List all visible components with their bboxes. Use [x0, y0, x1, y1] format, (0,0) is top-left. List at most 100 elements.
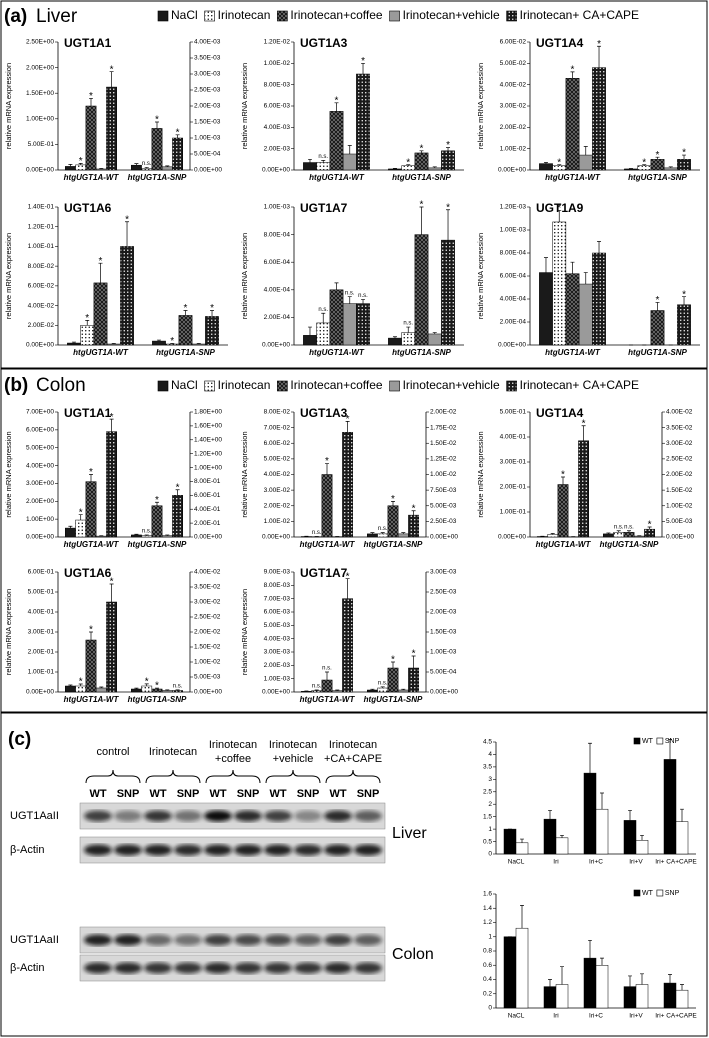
- error-bar: [432, 332, 437, 334]
- bar: [131, 534, 142, 538]
- error-bar: [668, 739, 672, 760]
- error-bar: [419, 206, 424, 235]
- blot-lane-label: WT: [89, 788, 106, 800]
- y2-tick-label: 2.50E-02: [194, 614, 221, 621]
- bar: [592, 252, 606, 346]
- bar: [603, 533, 614, 538]
- y-tick-label: 6.00E-04: [264, 259, 291, 266]
- significance-label: n.s.: [173, 683, 183, 689]
- bar: [565, 78, 580, 171]
- legend-swatch: [633, 737, 641, 745]
- x-category-label: htgUGT1A-WT: [64, 695, 120, 704]
- legend-label: SNP: [665, 890, 680, 897]
- y-tick-label: 0.00E+00: [498, 167, 526, 174]
- bar: [85, 105, 97, 171]
- significance-label: *: [155, 681, 159, 692]
- error-bar: [520, 838, 524, 843]
- error-bar: [314, 689, 319, 691]
- error-bar: [165, 689, 170, 691]
- blot-protein-label: β-Actin: [10, 962, 44, 974]
- y-tick-label: 1.6: [483, 891, 492, 898]
- error-bar: [325, 463, 329, 475]
- bar: [515, 842, 529, 855]
- y2-tick-label: 1.50E-02: [194, 644, 221, 651]
- error-bar: [325, 671, 329, 680]
- y-tick-label: 1.00E-03: [264, 204, 291, 211]
- bar: [583, 957, 597, 1009]
- x-category-label: htgUGT1A-WT: [545, 348, 601, 357]
- legend-label: WT: [642, 890, 654, 897]
- legend-swatch: [204, 10, 215, 22]
- y-tick-label: 0.8: [483, 948, 492, 955]
- y2-tick-label: 2.00E-02: [666, 471, 693, 478]
- significance-label: *: [682, 289, 686, 300]
- bar: [65, 166, 76, 171]
- error-bar: [155, 121, 159, 129]
- significance-label: n.s.: [322, 666, 332, 672]
- significance-label: *: [79, 677, 83, 688]
- legend-label: NaCl: [171, 378, 198, 392]
- error-bar: [144, 683, 149, 686]
- error-bar: [588, 939, 592, 959]
- blot-band: [204, 844, 232, 856]
- y-tick-label: 4.5: [483, 739, 492, 746]
- chart-title: UGT1A1: [64, 36, 112, 50]
- y2-tick-label: 3.50E-03: [194, 55, 221, 62]
- bar: [635, 984, 649, 1009]
- x-category-label: htgUGT1A-SNP: [628, 348, 687, 357]
- error-bar: [655, 302, 660, 311]
- y-tick-label: 0.2: [483, 990, 492, 997]
- y2-tick-label: 0.00E+00: [430, 534, 458, 541]
- x-category-label: htgUGT1A-WT: [300, 695, 356, 704]
- blot-band: [84, 810, 112, 822]
- bar: [503, 936, 517, 1009]
- significance-label: *: [110, 64, 114, 75]
- x-category-label: htgUGT1A-WT: [536, 540, 592, 549]
- blot-band: [174, 934, 202, 946]
- blot-band: [174, 962, 202, 974]
- error-bar: [68, 684, 73, 686]
- y2-tick-label: 2.00E-03: [430, 609, 457, 616]
- significance-label: *: [110, 577, 114, 588]
- y-tick-label: 1: [488, 826, 492, 833]
- blot-band: [174, 844, 202, 856]
- error-bar: [392, 168, 397, 169]
- blot-band: [234, 844, 262, 856]
- y2-tick-label: 2.00E-03: [194, 103, 221, 110]
- bar: [151, 128, 163, 171]
- blot-tissue-label: Liver: [392, 825, 427, 842]
- y-tick-label: 3.00E-02: [500, 103, 527, 110]
- y-tick-label: 1.00E-01: [28, 243, 55, 250]
- bar: [329, 289, 344, 346]
- x-tick-label: NaCL: [508, 859, 525, 866]
- chart-title: UGT1A6: [64, 566, 112, 580]
- legend-swatch: [506, 380, 517, 392]
- significance-label: *: [170, 336, 174, 347]
- y-tick-label: 6.00E-02: [28, 283, 55, 290]
- blot-band: [204, 934, 232, 946]
- blot-band: [354, 810, 382, 822]
- y-tick-label: 1.2: [483, 919, 492, 926]
- legend-label: WT: [642, 738, 654, 745]
- y-tick-label: 2.00E+00: [26, 64, 54, 71]
- y2-tick-label: 1.00E-03: [430, 649, 457, 656]
- y-tick-label: 0.00E+00: [26, 342, 54, 349]
- blot-brace: [145, 769, 201, 784]
- blot-band: [204, 962, 232, 974]
- y2-tick-label: 0.00E+00: [666, 534, 694, 541]
- y-tick-label: 4.00E-02: [500, 81, 527, 88]
- y2-tick-label: 2.50E-03: [430, 589, 457, 596]
- blot-band: [114, 810, 142, 822]
- error-bar: [581, 425, 586, 441]
- bar: [95, 168, 107, 171]
- y-axis-label: relative mRNA expression: [4, 63, 13, 149]
- y2-tick-label: 5.00E-03: [194, 674, 221, 681]
- error-bar: [647, 526, 652, 530]
- y-tick-label: 3: [488, 776, 492, 783]
- y-tick-label: 1.00E+00: [26, 516, 54, 523]
- y-tick-label: 1.4: [483, 905, 492, 912]
- error-bar: [155, 501, 159, 506]
- significance-label: n.s.: [318, 307, 328, 313]
- y2-tick-label: 5.00E-04: [194, 151, 221, 158]
- error-bar: [391, 661, 395, 668]
